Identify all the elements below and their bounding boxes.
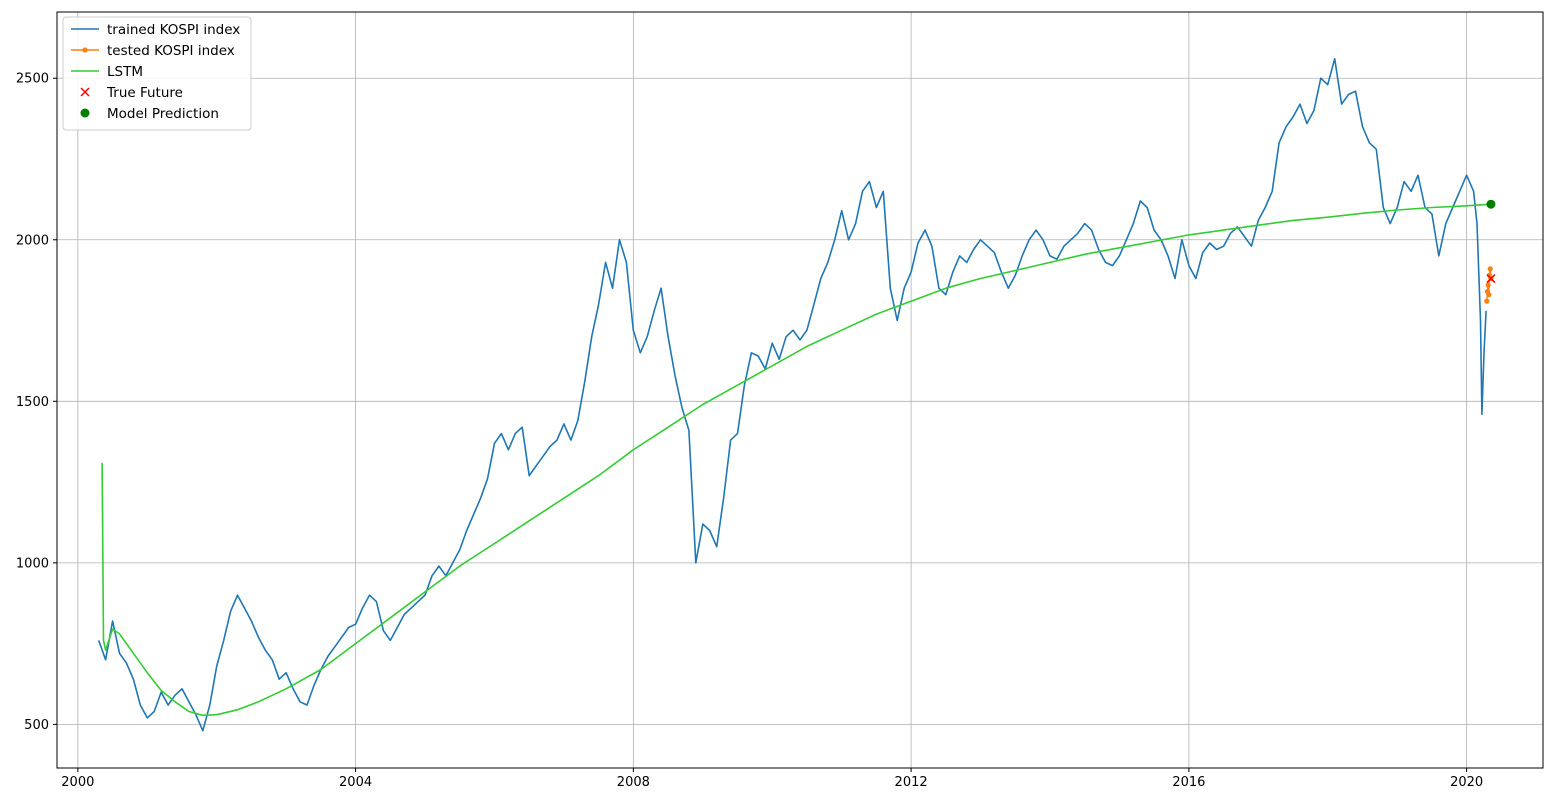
plot-frame bbox=[56, 11, 1544, 769]
x-tick-label: 2000 bbox=[61, 775, 94, 790]
y-tick-label: 2000 bbox=[16, 233, 49, 248]
legend-label-lstm: LSTM bbox=[107, 64, 143, 80]
legend-swatch-marker-tested-kospi-index bbox=[82, 47, 88, 53]
tested-kospi-index-point bbox=[1487, 266, 1493, 272]
y-tick-label: 1000 bbox=[16, 556, 49, 571]
x-tick-label: 2004 bbox=[339, 775, 372, 790]
series-layer bbox=[97, 58, 1496, 732]
y-tick-label: 500 bbox=[24, 718, 49, 733]
y-tick-label: 2500 bbox=[16, 72, 49, 87]
x-tick-label: 2008 bbox=[617, 775, 650, 790]
x-tick-label: 2012 bbox=[895, 775, 928, 790]
legend-box bbox=[62, 16, 252, 131]
legend-swatch-model-prediction bbox=[80, 108, 90, 118]
tested-kospi-index-point bbox=[1485, 282, 1491, 288]
x-tick-label: 2020 bbox=[1450, 775, 1483, 790]
lstm-line bbox=[101, 203, 1491, 717]
model-prediction-marker bbox=[1486, 199, 1496, 209]
legend-label-model-prediction: Model Prediction bbox=[107, 106, 219, 122]
tested-kospi-index-point bbox=[1486, 292, 1492, 298]
y-tick-label: 1500 bbox=[16, 395, 49, 410]
tested-kospi-index-point bbox=[1484, 298, 1490, 304]
legend-label-true-future: True Future bbox=[106, 85, 183, 101]
trained-kospi-index-line bbox=[97, 58, 1487, 732]
legend-label-tested-kospi-index: tested KOSPI index bbox=[107, 43, 235, 59]
axis-ticks: 2000 2004 2008 2012 2016 2020 500 1000 1500 2000 2… bbox=[16, 72, 1483, 790]
legend: trained KOSPI index tested KOSPI index LST… bbox=[62, 16, 252, 131]
legend-swatch-true-future bbox=[80, 87, 90, 97]
x-tick-label: 2016 bbox=[1172, 775, 1205, 790]
true-future-marker bbox=[1486, 274, 1496, 284]
legend-label-trained-kospi-index: trained KOSPI index bbox=[107, 22, 240, 38]
grid bbox=[57, 12, 1543, 768]
